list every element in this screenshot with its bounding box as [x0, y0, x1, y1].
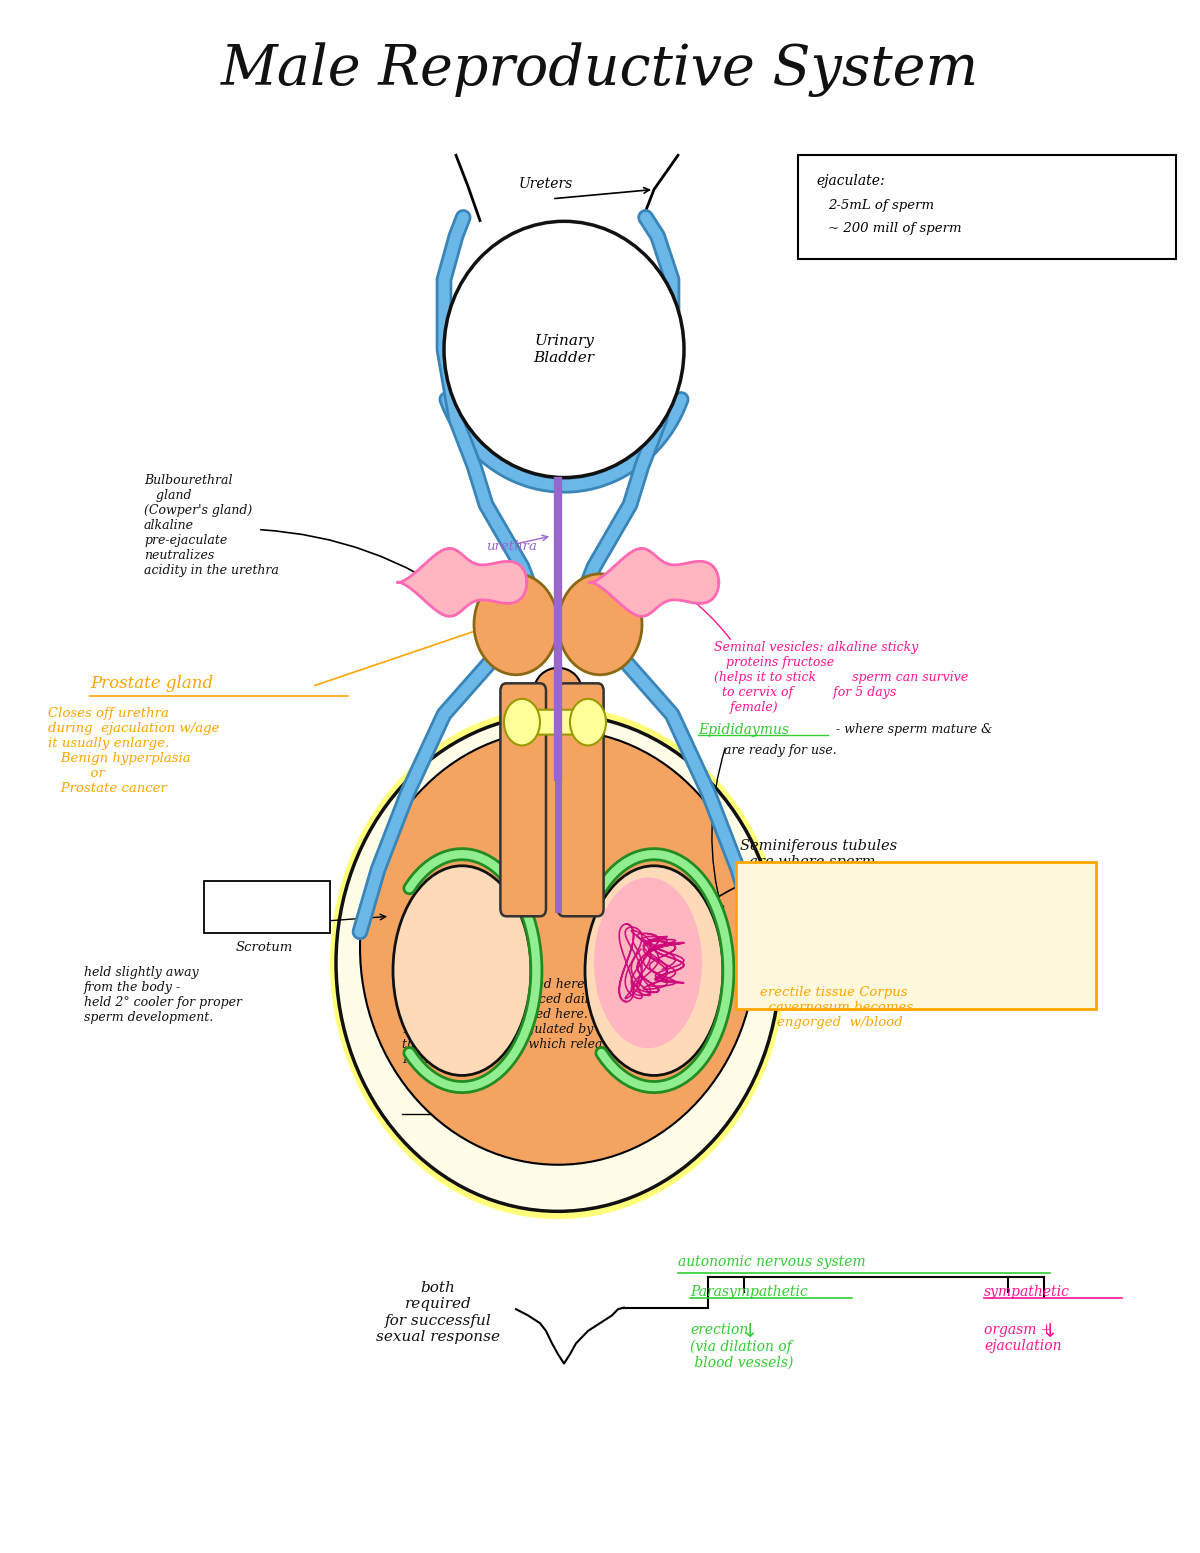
Ellipse shape	[336, 714, 780, 1211]
Text: Closes off urethra
during  ejaculation w/age
it usually enlarge.
   Benign hyper: Closes off urethra during ejaculation w/…	[48, 707, 220, 795]
Text: Seminal vesicles: alkaline sticky
   proteins fructose
(helps it to stick       : Seminal vesicles: alkaline sticky protei…	[714, 641, 968, 714]
Ellipse shape	[394, 867, 530, 1075]
FancyBboxPatch shape	[204, 881, 330, 933]
Polygon shape	[397, 548, 527, 617]
Text: sympathetic: sympathetic	[984, 1284, 1070, 1300]
Text: Bulbourethral
   gland
(Cowper's gland)
alkaline
pre-ejaculate
neutralizes
acidi: Bulbourethral gland (Cowper's gland) alk…	[144, 474, 278, 576]
FancyBboxPatch shape	[500, 683, 546, 916]
Ellipse shape	[330, 707, 786, 1219]
Text: erectile tissue Corpus
  cavernosum becomes
    engorged  w/blood: erectile tissue Corpus cavernosum become…	[760, 986, 913, 1030]
Text: ↓: ↓	[742, 1322, 758, 1340]
Ellipse shape	[586, 867, 722, 1075]
Text: ~ 200 mill of sperm: ~ 200 mill of sperm	[828, 222, 961, 235]
Text: Male Reproductive System: Male Reproductive System	[221, 42, 979, 98]
Ellipse shape	[558, 575, 642, 674]
Ellipse shape	[594, 877, 702, 1048]
Text: ejaculate:: ejaculate:	[816, 174, 884, 188]
Text: are ready for use.: are ready for use.	[712, 744, 836, 756]
FancyBboxPatch shape	[798, 155, 1176, 259]
Ellipse shape	[474, 575, 558, 674]
Polygon shape	[589, 548, 719, 617]
FancyBboxPatch shape	[558, 683, 604, 916]
Text: held slightly away
from the body -
held 2° cooler for proper
sperm development.: held slightly away from the body - held …	[84, 966, 242, 1023]
FancyBboxPatch shape	[520, 710, 590, 735]
Text: Scrotum: Scrotum	[235, 941, 293, 954]
Ellipse shape	[444, 222, 684, 478]
Text: Parasympathetic: Parasympathetic	[690, 1284, 808, 1300]
Text: Seminiferous tubules
  are where sperm
     develop.: Seminiferous tubules are where sperm dev…	[740, 839, 898, 885]
Text: Testicle - sperm formed here.
Several million produced daily.
Testosterone  prod: Testicle - sperm formed here. Several mi…	[402, 978, 623, 1067]
Circle shape	[570, 699, 606, 745]
Text: erection
(via dilation of
 blood vessels): erection (via dilation of blood vessels)	[690, 1323, 793, 1370]
Text: - where sperm mature &: - where sperm mature &	[832, 724, 992, 736]
Text: Urinary
Bladder: Urinary Bladder	[534, 334, 594, 365]
Text: orgasm +
ejaculation: orgasm + ejaculation	[984, 1323, 1062, 1353]
Text: Epididaymus: Epididaymus	[698, 722, 790, 738]
Text: autonomic nervous system: autonomic nervous system	[678, 1255, 865, 1269]
FancyBboxPatch shape	[736, 862, 1096, 1009]
Ellipse shape	[360, 730, 756, 1165]
Text: ↓: ↓	[1042, 1322, 1058, 1340]
Ellipse shape	[534, 668, 582, 714]
Text: 2-5mL of sperm: 2-5mL of sperm	[828, 199, 934, 211]
Text: Ureters: Ureters	[518, 177, 574, 191]
Circle shape	[504, 699, 540, 745]
Text: Prostate gland: Prostate gland	[90, 676, 214, 691]
Text: urethra: urethra	[486, 540, 536, 553]
Text: both
required
for successful
sexual response: both required for successful sexual resp…	[376, 1281, 500, 1343]
